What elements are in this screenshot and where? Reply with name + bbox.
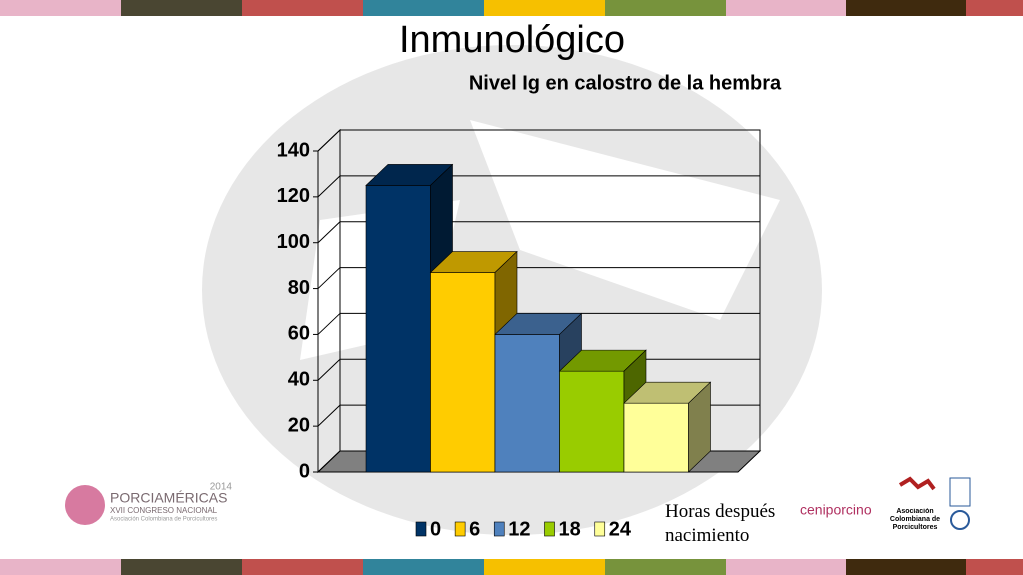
bar <box>623 381 712 473</box>
bar-front <box>559 370 625 473</box>
bar-front <box>430 272 496 473</box>
y-tick-label: 60 <box>288 323 310 345</box>
bar-side <box>688 381 711 473</box>
grid-line <box>317 358 341 381</box>
y-tick-label: 20 <box>288 414 310 436</box>
y-tick-label: 0 <box>299 460 310 482</box>
grid-line <box>317 129 341 152</box>
bar-front <box>623 402 689 473</box>
y-tick-label: 100 <box>277 231 310 253</box>
legend-label: 24 <box>609 518 632 540</box>
slide-title: Inmunológico <box>399 19 625 61</box>
bar-front <box>494 334 560 473</box>
legend-label: 18 <box>559 518 581 540</box>
legend-label: 6 <box>469 518 480 540</box>
grid-line <box>317 267 341 289</box>
y-tick-label: 140 <box>277 139 310 161</box>
legend-swatch <box>454 521 466 537</box>
x-axis-label: Horas después nacimiento <box>665 501 776 546</box>
legend-swatch <box>594 521 606 537</box>
logo-year: 2014 <box>210 482 233 493</box>
logo-asociacion-text: Asociación Colombiana de Porcicultores <box>889 508 941 531</box>
legend-label: 12 <box>508 518 530 540</box>
grid-line <box>317 175 341 198</box>
logo-org: Asociación Colombiana de Porcicultores <box>110 517 217 523</box>
legend-swatch <box>493 521 505 537</box>
grid-line <box>317 313 341 335</box>
y-tick-label: 40 <box>288 369 310 391</box>
legend-label: 0 <box>430 518 441 540</box>
logo-event: XVII CONGRESO NACIONAL <box>110 506 218 515</box>
legend-swatch <box>415 521 427 537</box>
bar-front <box>365 185 431 473</box>
logo-asociacion: Asociación Colombiana de Porcicultores <box>889 476 971 531</box>
logo-ceniporcino: ceniporcino <box>800 502 872 518</box>
y-tick-label: 80 <box>288 277 310 299</box>
logo-name: PORCIAMÉRICAS <box>110 490 227 506</box>
chart-title: Nivel Ig en calostro de la hembra <box>469 72 782 94</box>
grid-line <box>317 450 341 473</box>
grid-line <box>317 221 341 244</box>
legend-swatch <box>544 521 555 537</box>
grid-line <box>317 404 341 427</box>
logo-porciamericas: 2014 PORCIAMÉRICAS XVII CONGRESO NACIONA… <box>65 482 232 525</box>
y-tick-label: 120 <box>277 185 310 207</box>
